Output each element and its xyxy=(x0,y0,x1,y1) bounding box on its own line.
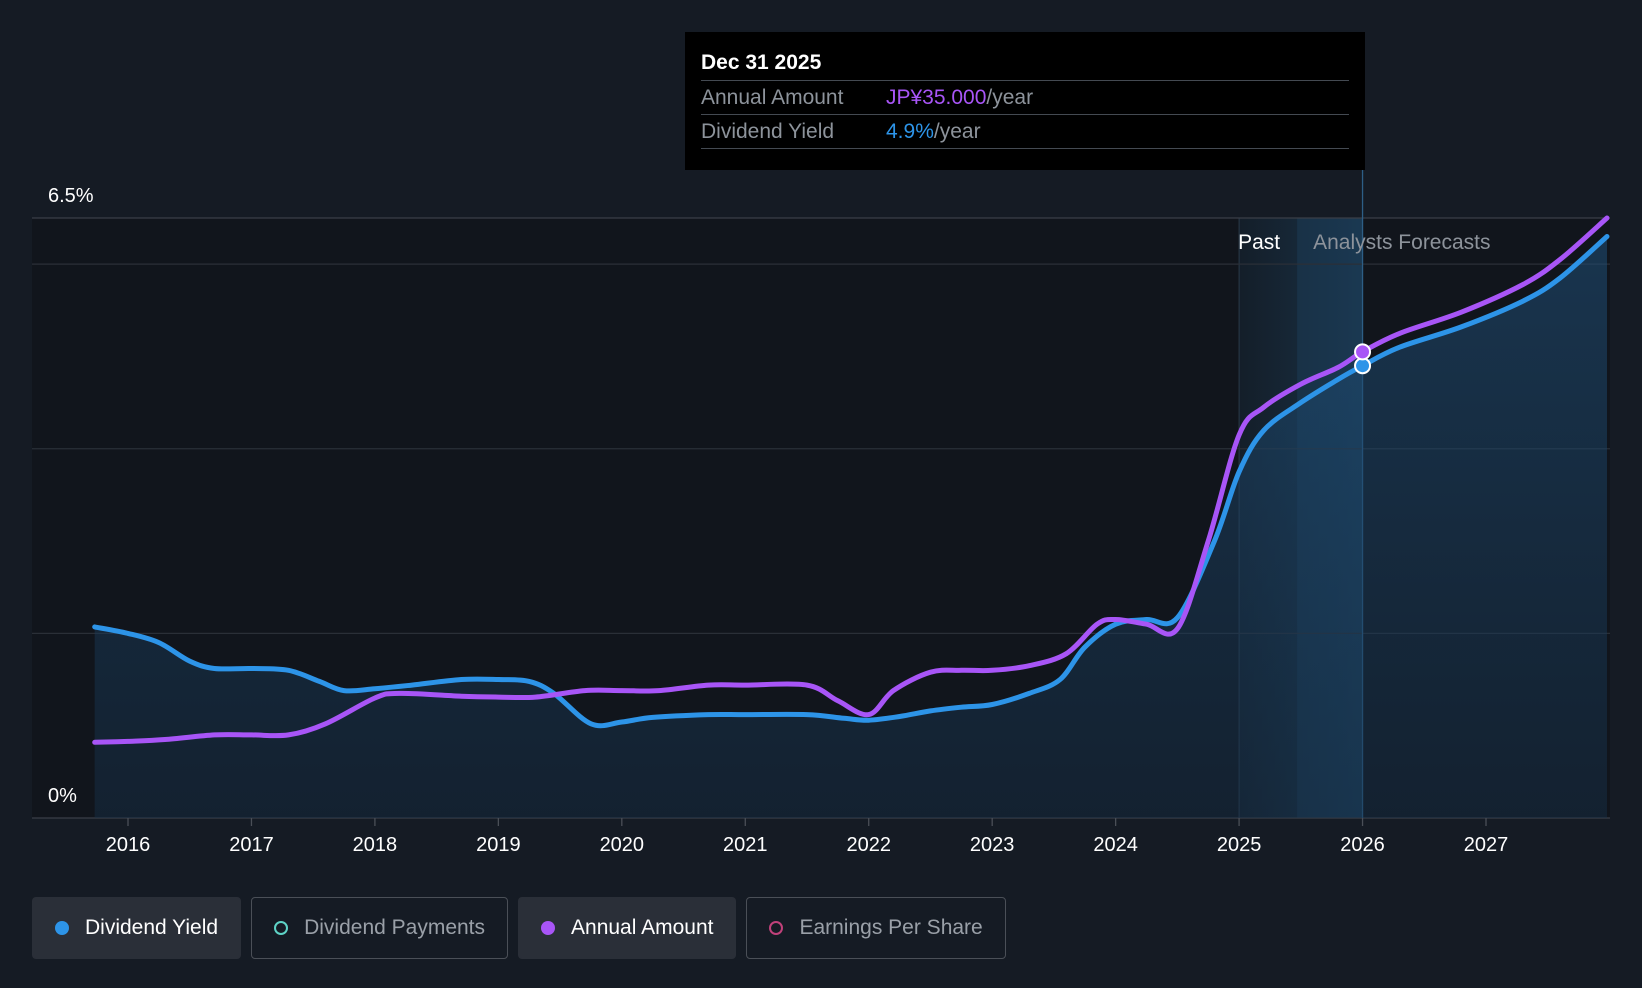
dividend-yield-hover-point xyxy=(1354,357,1372,375)
tooltip-yield-unit: /year xyxy=(933,120,981,143)
legend-dividend-payments[interactable]: Dividend Payments xyxy=(251,897,509,959)
legend-label: Dividend Payments xyxy=(304,916,486,939)
tooltip-annual-row: Annual Amount JP¥35.000 /year xyxy=(701,80,1349,114)
x-tick-label: 2018 xyxy=(353,834,398,856)
x-tick-label: 2019 xyxy=(476,834,521,856)
legend-label: Annual Amount xyxy=(571,916,714,939)
dividend-yield-area xyxy=(94,236,1608,818)
legend-dot-icon xyxy=(541,921,556,935)
x-tick-label: 2024 xyxy=(1093,834,1138,856)
chart-legend: Dividend Yield Dividend Payments Annual … xyxy=(32,897,1006,959)
tooltip-yield-label: Dividend Yield xyxy=(701,120,835,143)
legend-label: Dividend Yield xyxy=(85,916,219,939)
tooltip-annual-label: Annual Amount xyxy=(701,86,844,109)
hover-tooltip: Dec 31 2025 Annual Amount JP¥35.000 /yea… xyxy=(685,32,1365,170)
x-tick-label: 2016 xyxy=(106,834,151,856)
legend-ring-icon xyxy=(769,921,784,935)
tooltip-annual-unit: /year xyxy=(986,86,1034,109)
x-tick-label: 2020 xyxy=(600,834,645,856)
tooltip-yield-row: Dividend Yield 4.9% /year xyxy=(701,114,1349,149)
x-tick-label: 2017 xyxy=(229,834,274,856)
legend-ring-icon xyxy=(274,921,289,935)
x-tick-label: 2027 xyxy=(1464,834,1509,856)
y-axis-max-label: 6.5% xyxy=(48,185,94,207)
tooltip-date: Dec 31 2025 xyxy=(701,51,822,74)
legend-label: Earnings Per Share xyxy=(799,916,983,939)
past-label: Past xyxy=(1238,231,1280,254)
annual-amount-hover-point xyxy=(1354,343,1372,361)
x-tick-label: 2025 xyxy=(1217,834,1262,856)
x-tick-label: 2022 xyxy=(846,834,891,856)
annual-amount-line xyxy=(92,215,1610,745)
y-axis-min-label: 0% xyxy=(48,785,77,807)
legend-annual-amount[interactable]: Annual Amount xyxy=(518,897,737,959)
x-tick-label: 2021 xyxy=(723,834,768,856)
legend-earnings-per-share[interactable]: Earnings Per Share xyxy=(746,897,1006,959)
legend-dividend-yield[interactable]: Dividend Yield xyxy=(32,897,242,959)
tooltip-yield-value: 4.9% xyxy=(886,120,934,143)
tooltip-annual-value: JP¥35.000 xyxy=(886,86,987,109)
legend-dot-icon xyxy=(55,921,69,935)
x-tick-label: 2026 xyxy=(1340,834,1385,856)
x-tick-label: 2023 xyxy=(970,834,1015,856)
forecast-label: Analysts Forecasts xyxy=(1313,231,1490,254)
dividend-yield-line xyxy=(92,234,1610,729)
